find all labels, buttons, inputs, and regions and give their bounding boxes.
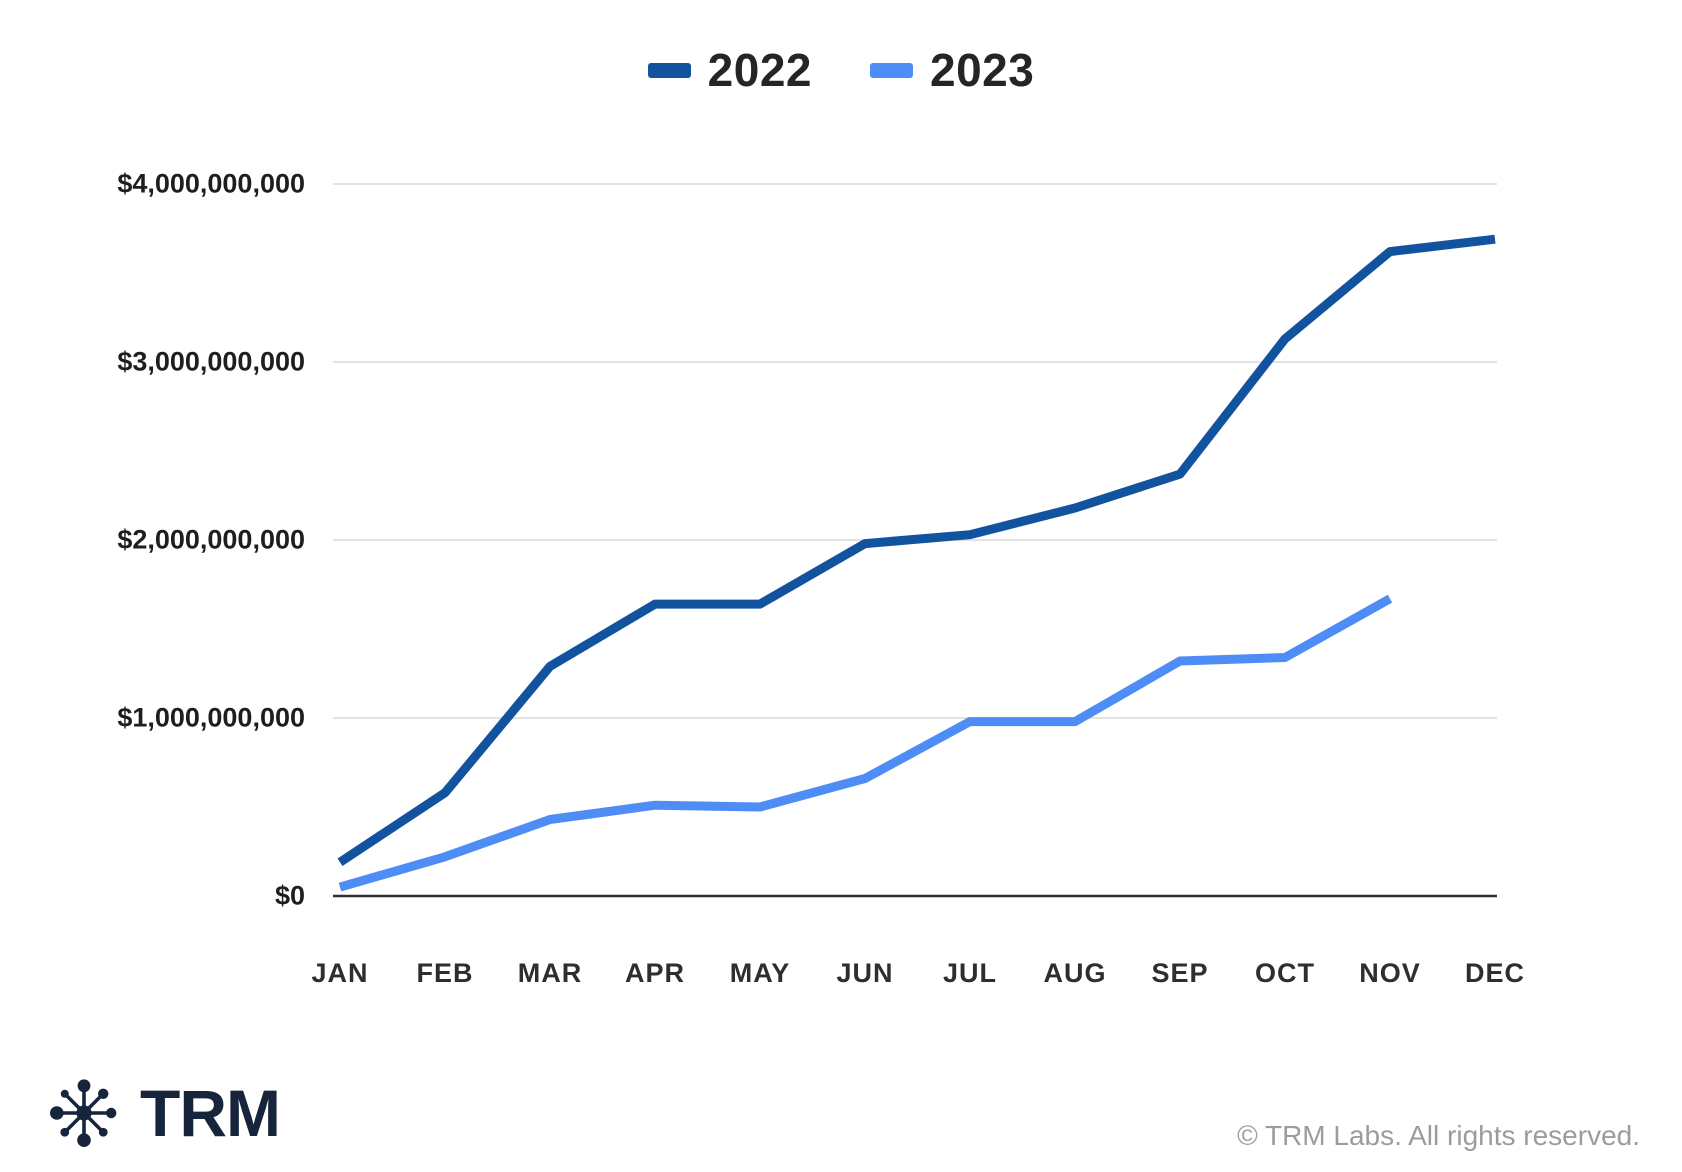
x-axis-label: MAR [517,958,583,988]
trm-logo: TRM [44,1072,281,1154]
y-axis-label: $4,000,000,000 [117,168,305,199]
legend-swatch-2022 [647,62,691,78]
series-line-2022 [337,234,1496,866]
trm-network-icon [50,1079,117,1147]
x-axis-label: APR [624,958,686,988]
x-axis-label: NOV [1359,958,1421,988]
legend-label-2023: 2023 [930,44,1035,96]
x-axis-label: SEP [1151,958,1209,988]
chart-legend: 2022 2023 [0,40,1682,100]
x-axis-label: MAY [729,958,791,988]
legend-item-2022: 2022 [647,43,812,97]
copyright-text: © TRM Labs. All rights reserved. [1237,1120,1640,1151]
x-axis-label: DEC [1464,958,1526,988]
legend-swatch-2023 [870,62,913,78]
x-axis-label: AUG [1043,958,1107,988]
x-axis-label: JAN [311,958,369,988]
y-axis-label: $1,000,000,000 [117,702,305,733]
x-axis-label: JUN [836,958,894,988]
y-axis-label: $2,000,000,000 [117,524,305,555]
legend-item-2023: 2023 [870,43,1034,97]
y-axis-label: $0 [274,880,305,911]
x-axis-label: JUL [942,958,998,988]
legend-label-2022: 2022 [707,44,812,96]
y-axis-label: $3,000,000,000 [117,346,305,377]
trm-logo-text: TRM [140,1076,281,1150]
x-axis-label: OCT [1255,958,1315,988]
x-axis-label: FEB [416,958,474,988]
series-line-2023 [338,594,1393,892]
